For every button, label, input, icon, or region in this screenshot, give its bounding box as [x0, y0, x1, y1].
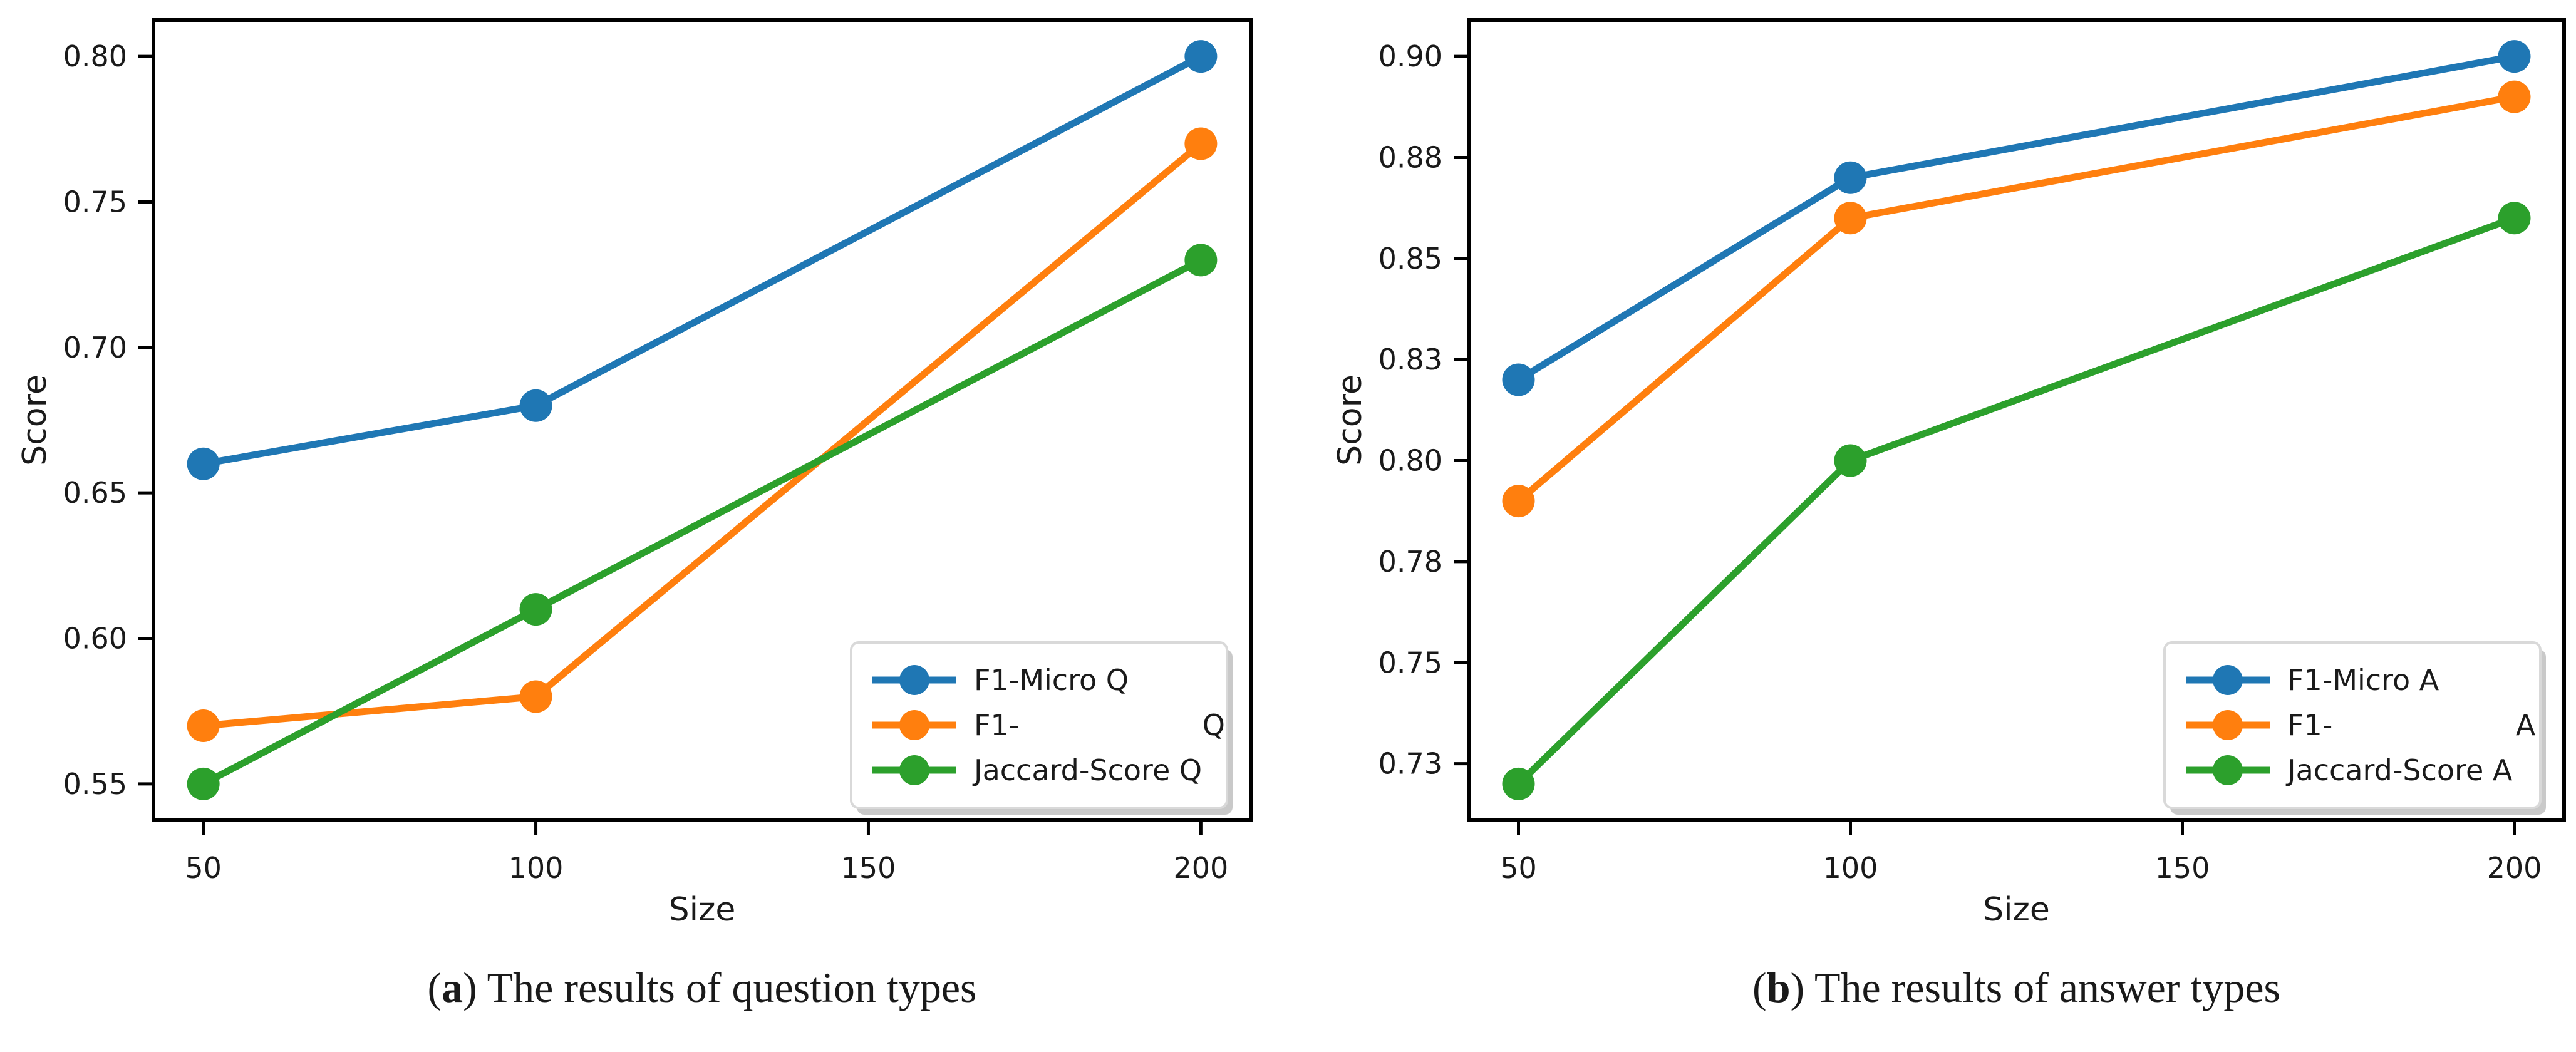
plot-frame — [152, 18, 1253, 822]
caption-b-open-paren: ( — [1752, 964, 1767, 1011]
caption-a-open-paren: ( — [427, 964, 442, 1011]
legend-box — [850, 641, 1228, 809]
y-tick-label: 0.80 — [1379, 444, 1442, 478]
legend-label: F1-Micro Q — [974, 663, 1129, 697]
y-tick-label: 0.75 — [1379, 646, 1442, 679]
y-tick-label: 0.78 — [1379, 545, 1442, 579]
x-tick-label: 150 — [841, 851, 896, 885]
data-point-marker — [1834, 444, 1867, 477]
data-point-marker — [2498, 202, 2531, 235]
caption-a-close-paren: ) — [463, 964, 477, 1011]
caption-b: (b) The results of answer types — [1469, 963, 2564, 1013]
x-tick-label: 200 — [1173, 851, 1228, 885]
data-point-marker — [2498, 40, 2531, 73]
data-point-marker — [187, 709, 220, 742]
line-chart-answer-types: 0.90 0.88 0.85 0.83 0.80 0.78 0.75 0.73 50 100 150… — [1332, 18, 2566, 929]
legend-sample-marker — [2213, 755, 2243, 785]
series-line — [200, 53, 1204, 468]
legend-sample-marker — [2213, 710, 2243, 740]
data-point-marker — [1184, 244, 1218, 277]
subfigure-b: 0.90 0.88 0.85 0.83 0.80 0.78 0.75 0.73 50 100 150… — [1288, 0, 2576, 1052]
y-tick-label: 0.60 — [63, 622, 127, 656]
data-point-marker — [1184, 127, 1218, 160]
legend-label: F1- A — [2287, 708, 2536, 742]
legend-sample-marker — [899, 710, 929, 740]
y-axis-label: Score — [1332, 374, 1369, 466]
data-point-marker — [1502, 363, 1535, 396]
y-tick-label: 0.90 — [1379, 39, 1442, 73]
caption-b-text: The results of answer types — [1804, 964, 2280, 1011]
data-point-marker — [519, 389, 552, 422]
caption-a: (a) The results of question types — [153, 963, 1251, 1013]
x-tick-label: 100 — [509, 851, 564, 885]
caption-a-text: The results of question types — [477, 964, 977, 1011]
legend-sample-marker — [899, 755, 929, 785]
legend-label: Jaccard-Score Q — [972, 753, 1202, 787]
x-tick-label: 150 — [2155, 851, 2210, 885]
x-tick-label: 100 — [1823, 851, 1878, 885]
legend-sample-marker — [2213, 665, 2243, 695]
x-axis-label: Size — [669, 891, 736, 929]
y-tick-label: 0.75 — [63, 185, 127, 219]
data-point-marker — [519, 680, 552, 713]
x-tick-label: 50 — [185, 851, 222, 885]
y-tick-label: 0.83 — [1379, 343, 1442, 376]
caption-a-letter: a — [442, 964, 463, 1011]
data-point-marker — [1502, 767, 1535, 800]
data-point-marker — [187, 767, 220, 800]
y-tick-label: 0.70 — [63, 331, 127, 364]
caption-b-close-paren: ) — [1790, 964, 1805, 1011]
y-axis-label: Score — [16, 374, 54, 466]
line-chart-question-types: 0.80 0.75 0.70 0.65 0.60 0.55 50 100 150 200 Score… — [16, 18, 1253, 929]
series-line — [1515, 53, 2518, 383]
caption-b-letter: b — [1766, 964, 1791, 1011]
data-point-marker — [2498, 80, 2531, 113]
data-point-marker — [1834, 161, 1867, 194]
x-tick-label: 200 — [2487, 851, 2542, 885]
x-axis-label: Size — [1983, 891, 2050, 929]
data-point-marker — [1834, 202, 1867, 235]
y-tick-label: 0.88 — [1379, 140, 1442, 174]
y-tick-label: 0.73 — [1379, 747, 1442, 781]
plot-frame — [1467, 18, 2566, 822]
legend-label: F1- Q — [974, 708, 1225, 742]
y-tick-label: 0.65 — [63, 476, 127, 510]
x-tick-label: 50 — [1500, 851, 1537, 885]
y-tick-label: 0.80 — [63, 39, 127, 73]
y-tick-label: 0.85 — [1379, 242, 1442, 276]
data-point-marker — [1502, 485, 1535, 518]
series-line — [1515, 93, 2518, 505]
data-point-marker — [187, 447, 220, 480]
legend-sample-marker — [899, 665, 929, 695]
subfigure-a: 0.80 0.75 0.70 0.65 0.60 0.55 50 100 150 200 Score… — [16, 18, 1253, 929]
legend-box — [2163, 641, 2542, 809]
data-point-marker — [519, 593, 552, 626]
y-tick-label: 0.55 — [63, 767, 127, 801]
data-point-marker — [1184, 40, 1218, 73]
legend-label: F1-Micro A — [2287, 663, 2439, 697]
legend-label: Jaccard-Score A — [2285, 753, 2513, 787]
